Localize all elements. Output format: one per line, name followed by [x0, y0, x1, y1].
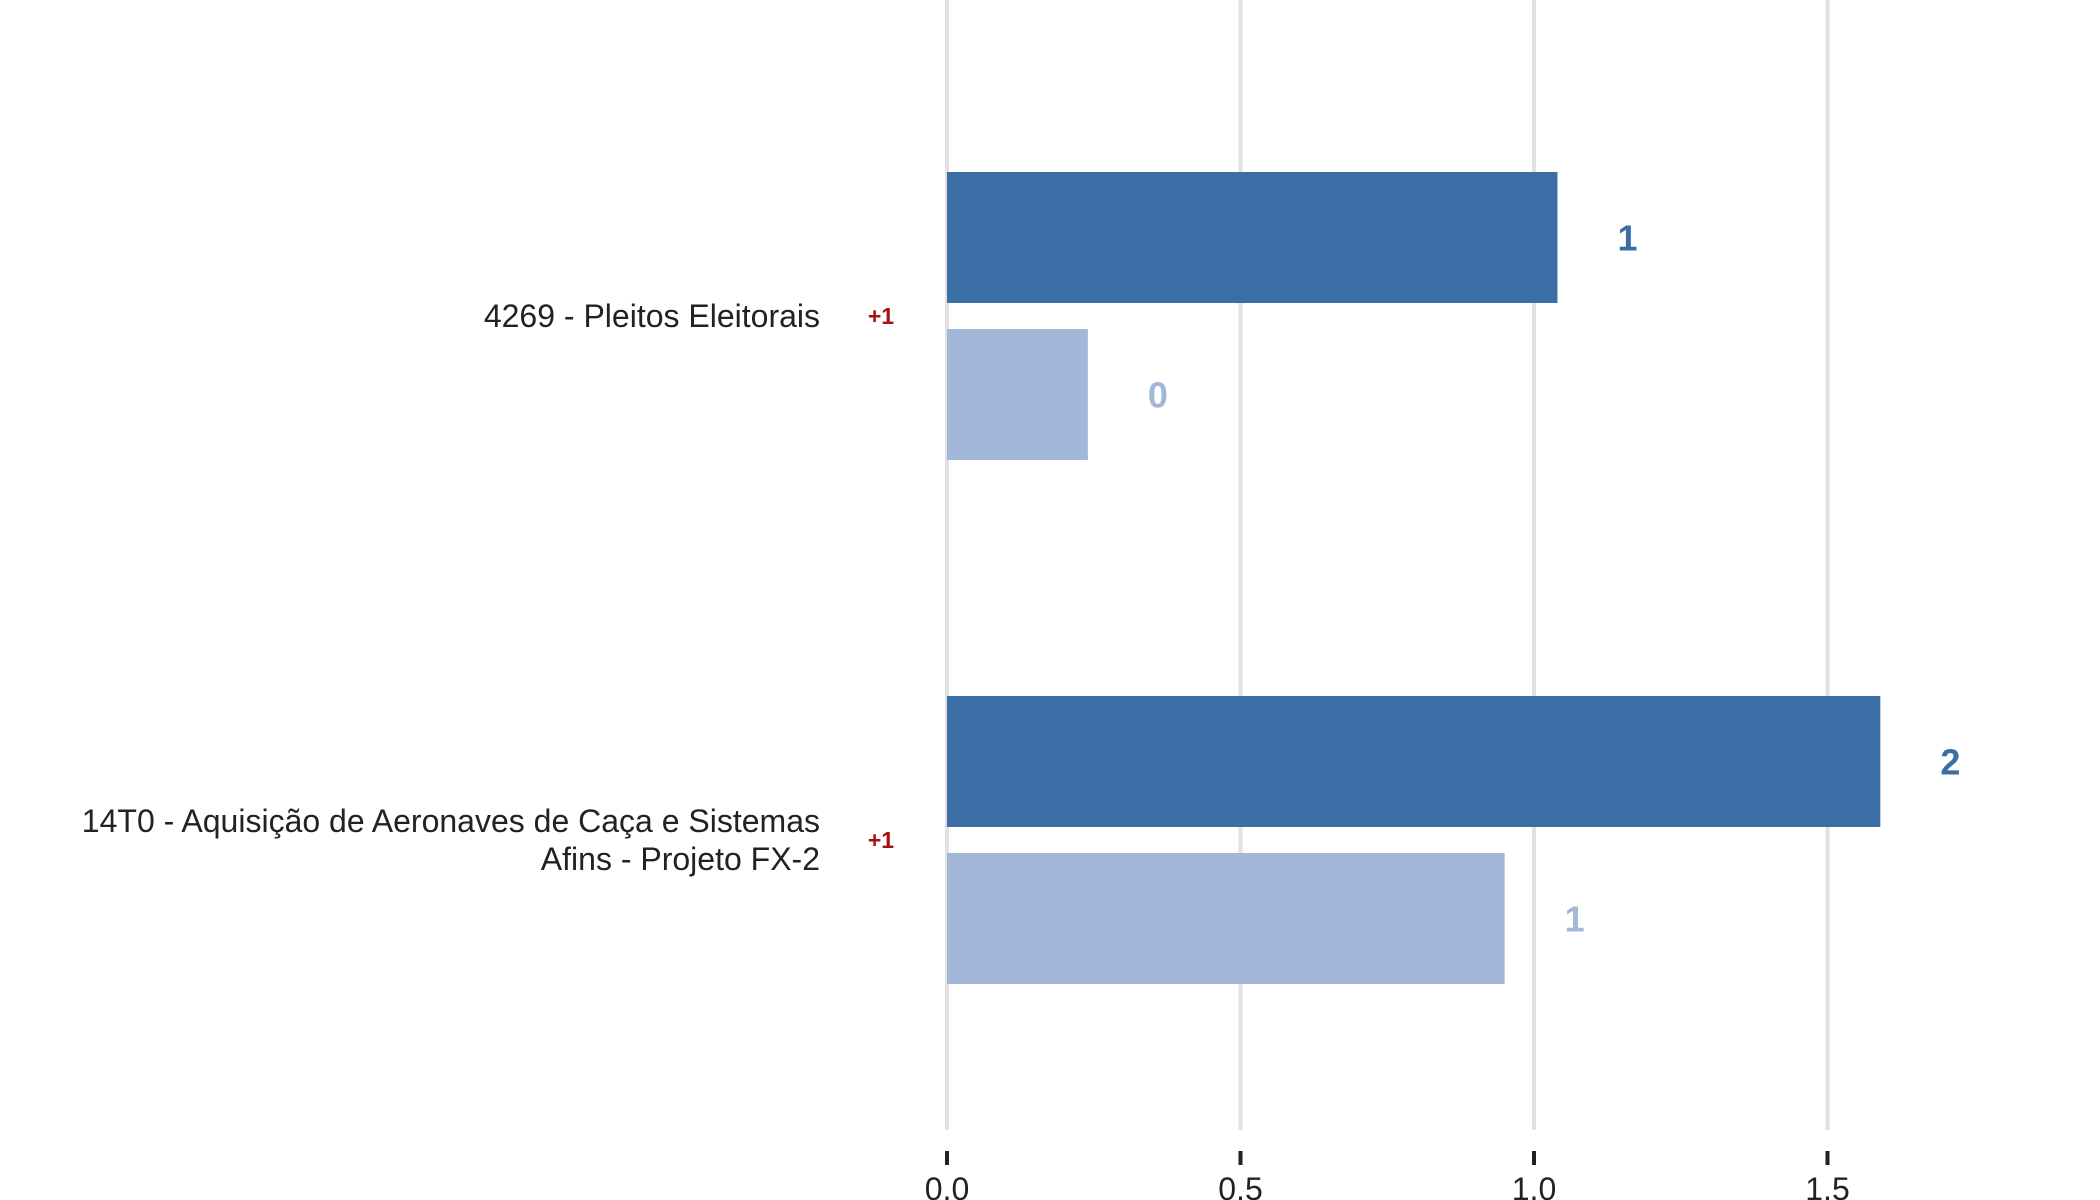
- delta-badge: +1: [868, 827, 894, 853]
- x-tick-label: 1,0: [1512, 1171, 1556, 1200]
- bar: [947, 696, 1881, 827]
- bar: [947, 853, 1505, 984]
- bar: [947, 329, 1088, 460]
- x-tick-label: 1,5: [1805, 1171, 1849, 1200]
- delta-badge: +1: [868, 303, 894, 329]
- data-labels: 1 2 0 1: [1148, 218, 1960, 940]
- x-tick-label: 0,0: [925, 1171, 969, 1200]
- bar-value-label: 1: [1565, 899, 1585, 940]
- bars: [947, 172, 1881, 984]
- category-labels: 4269 - Pleitos Eleitorais +1 14T0 - Aquisi…: [82, 298, 895, 877]
- x-axis-ticks: 0,0 0,5 1,0 1,5: [925, 1151, 1850, 1200]
- bar: [947, 172, 1558, 303]
- x-tick-label: 0,5: [1218, 1171, 1262, 1200]
- bar-value-label: 0: [1148, 375, 1168, 416]
- category-label: 4269 - Pleitos Eleitorais: [484, 298, 820, 334]
- bar-value-label: 1: [1617, 218, 1637, 259]
- category-label: 14T0 - Aquisição de Aeronaves de Caça e …: [82, 803, 820, 877]
- bar-value-label: 2: [1940, 742, 1960, 783]
